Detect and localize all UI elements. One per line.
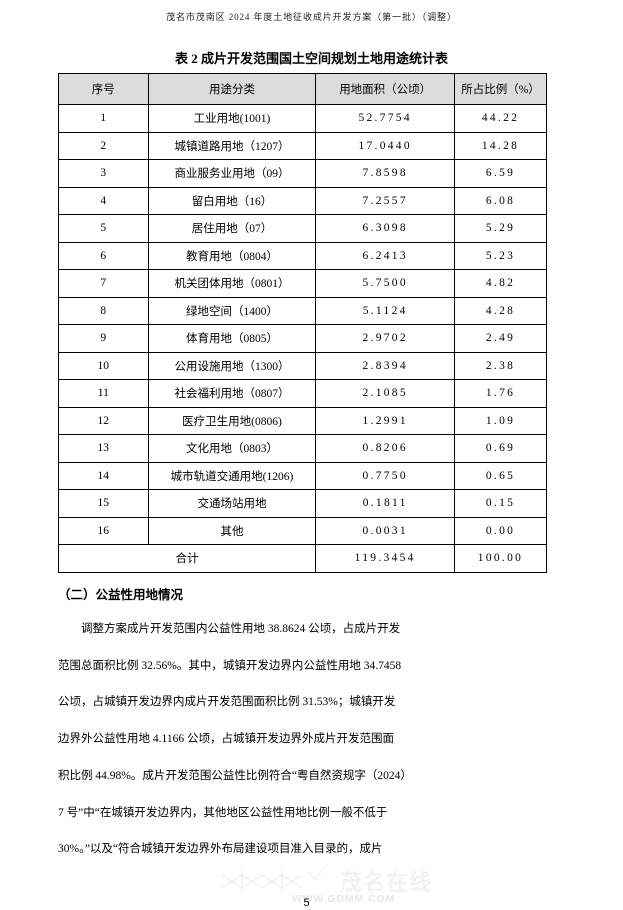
svg-text:茂名在线: 茂名在线 [340, 870, 432, 895]
